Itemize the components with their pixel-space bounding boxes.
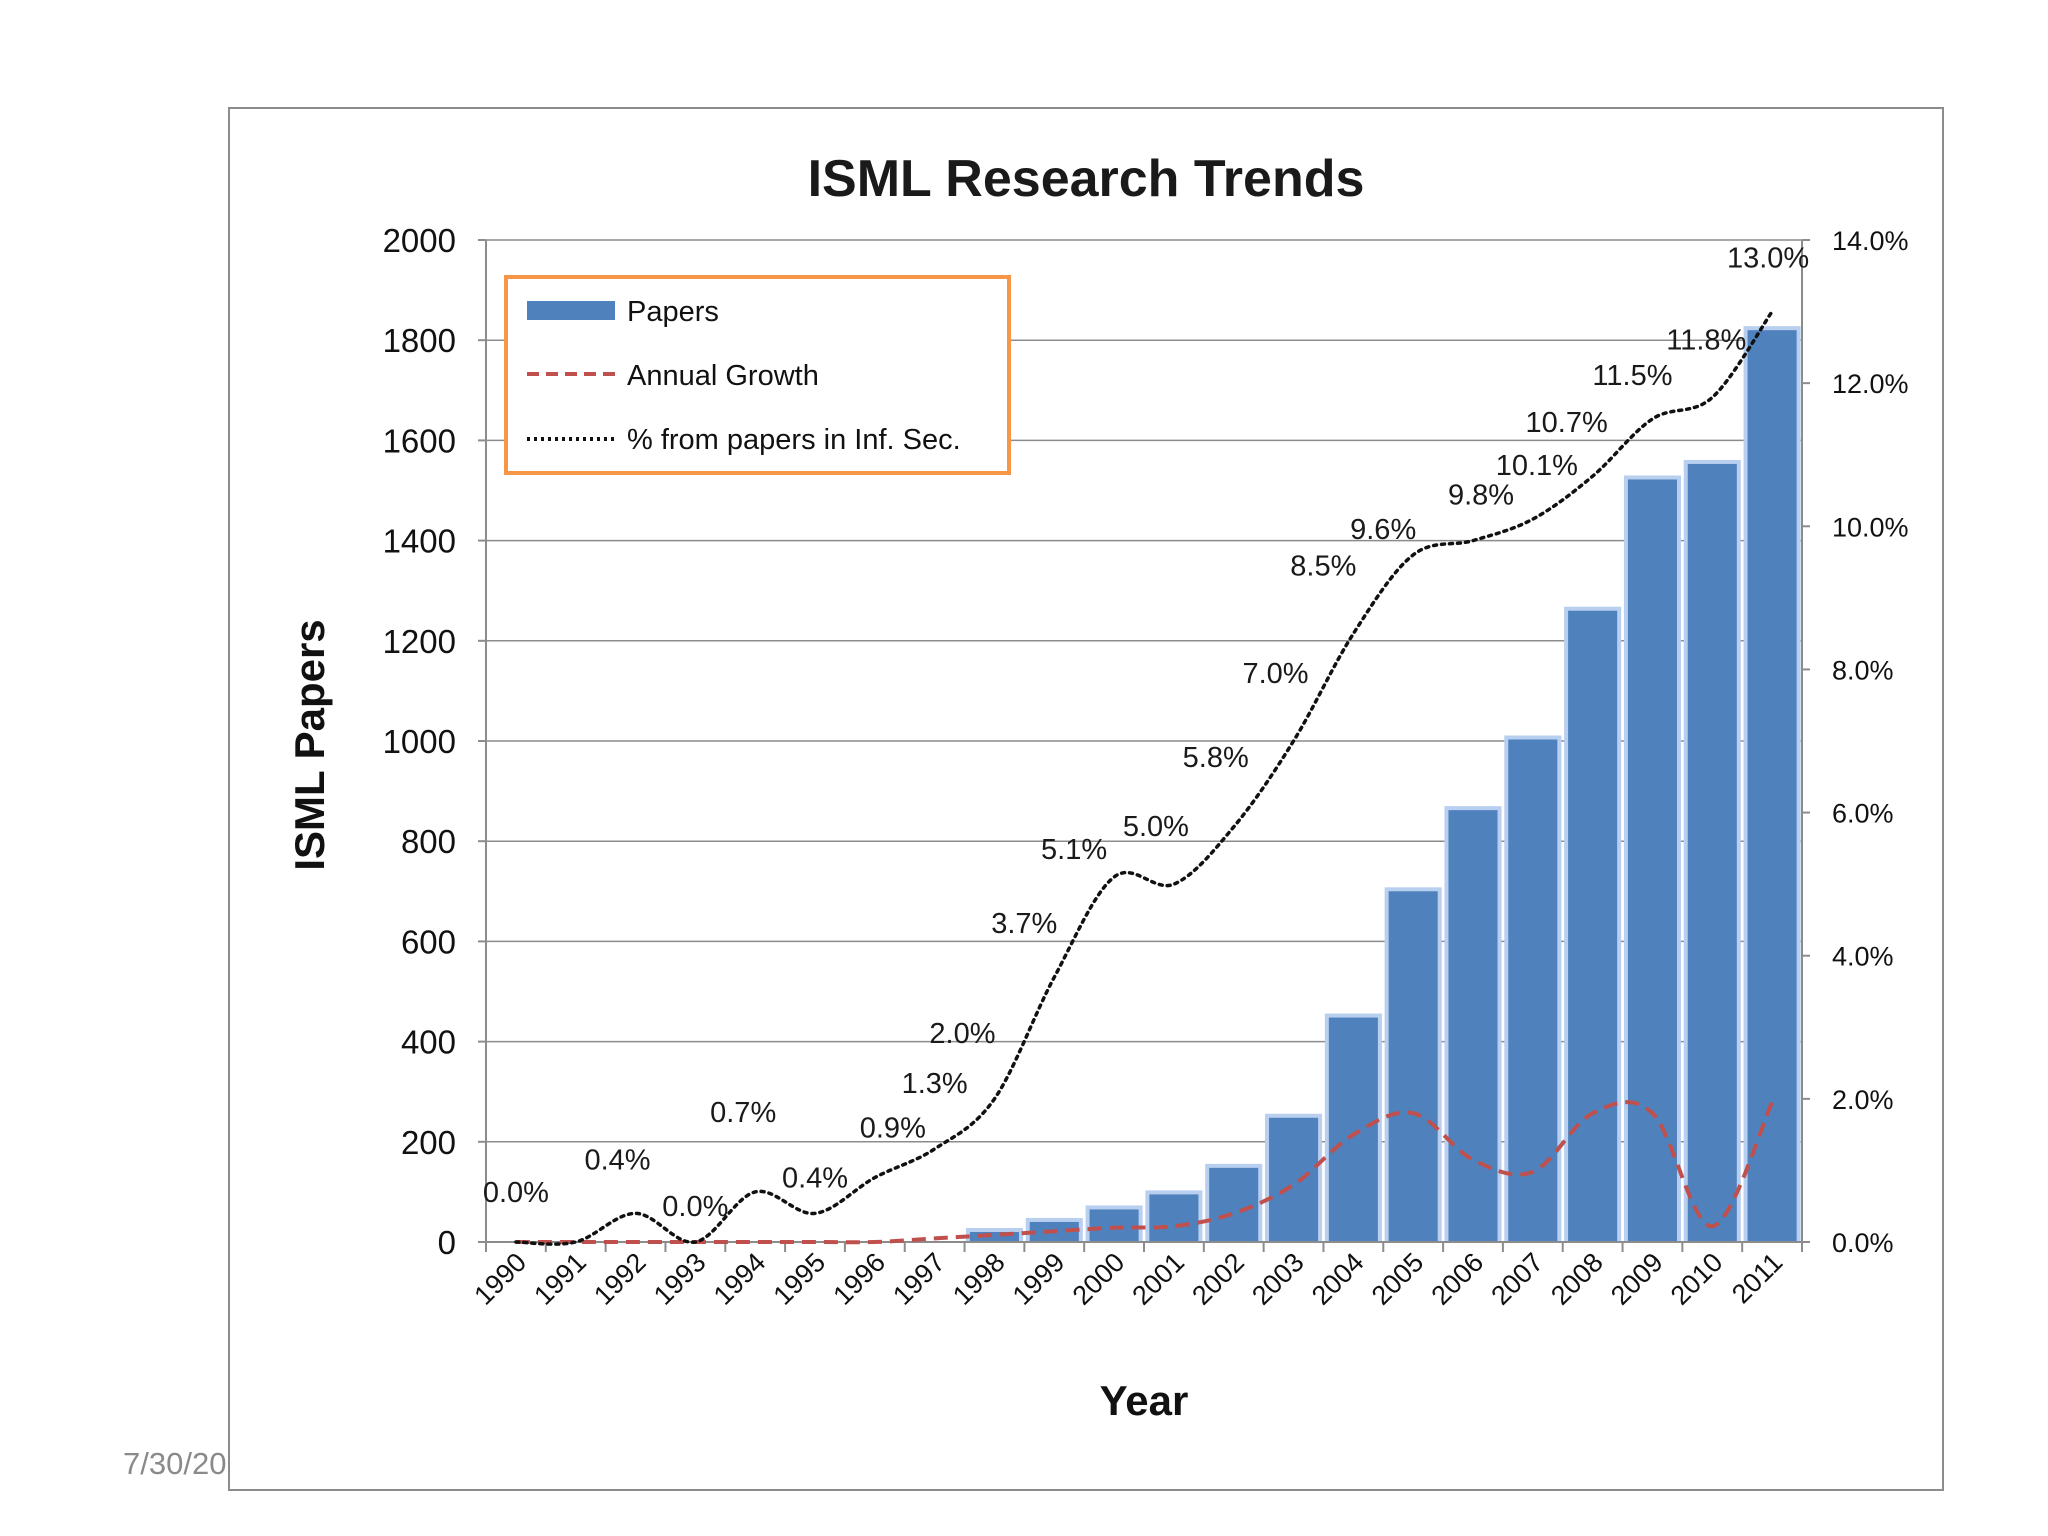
y2-tick-label: 4.0% [1832,942,1894,972]
bar [1149,1194,1199,1242]
pct-data-label: 11.8% [1666,324,1746,356]
pct-data-label: 9.6% [1350,514,1416,546]
chart-title: ISML Research Trends [808,150,1365,208]
y2-tick-label: 14.0% [1832,226,1909,256]
x-tick-label: 1995 [768,1247,832,1311]
x-tick-label: 2011 [1726,1247,1788,1309]
pct-data-label: 10.7% [1526,407,1608,439]
y-tick-label: 1800 [383,322,456,359]
y-tick-label: 1000 [383,723,456,760]
y-axis-label: ISML Papers [286,619,333,870]
x-tick-label: 2000 [1067,1247,1131,1311]
pct-data-label: 8.5% [1290,551,1356,583]
y-tick-label: 800 [401,823,456,860]
x-tick-label: 2006 [1426,1247,1490,1311]
gridlines [486,239,1802,1143]
line-series [514,309,1774,1246]
pct-data-label: 5.0% [1123,811,1189,843]
pct-data-label: 10.1% [1496,450,1578,482]
x-tick-label: 2001 [1126,1247,1190,1311]
x-tick-label: 1997 [887,1247,951,1311]
x-tick-label: 1998 [947,1247,1011,1311]
bar [1627,479,1677,1242]
pct-data-label: 2.0% [929,1018,995,1050]
chart: ISML Research Trends 0.0% 0.4% 0.0% 0.7% 0.4… [286,150,1909,1424]
bar [1687,463,1737,1242]
bar [1209,1167,1259,1242]
y2-tick-label: 2.0% [1832,1085,1894,1115]
x-tick-label: 2007 [1485,1247,1549,1311]
chart-frame: ISML Research Trends 0.0% 0.4% 0.0% 0.7% 0.4… [228,107,1944,1491]
pct-data-label: 13.0% [1727,243,1809,275]
bar [1328,1017,1378,1242]
x-tick-label: 1991 [528,1247,592,1311]
data-labels: 0.0% 0.4% 0.0% 0.7% 0.4% 0.9% 1.3% 2.0% 3.7% 5.1%… [483,243,1809,1223]
y-tick-label: 1400 [383,523,456,560]
x-tick-label: 1990 [468,1247,532,1311]
legend-label-annual-growth: Annual Growth [627,360,819,392]
bar [1448,810,1498,1242]
y-tick-label: 1600 [383,422,456,459]
pct-data-label: 11.5% [1592,360,1672,392]
x-tick-label: 2010 [1665,1247,1729,1311]
y-tick-label: 400 [401,1024,456,1061]
pct-data-label: 0.9% [860,1113,926,1145]
bar [1568,610,1618,1242]
pct-from-inf-sec-line [514,309,1774,1246]
x-tick-label: 2002 [1186,1247,1250,1311]
bar [969,1231,1019,1242]
annual-growth-line [515,1100,1774,1245]
y-tick-label: 2000 [383,222,456,259]
bar [1388,891,1438,1242]
y2-tick-label: 12.0% [1832,369,1909,399]
bar-series [965,326,1801,1242]
y-tick-label: 600 [401,923,456,960]
y-tick-label: 200 [401,1124,456,1161]
x-tick-label: 1992 [588,1247,652,1311]
footer-date: 7/30/20 [123,1446,227,1481]
y-tick-label: 1200 [383,623,456,660]
pct-data-label: 0.0% [662,1191,728,1223]
x-tick-label: 1994 [708,1247,772,1311]
y-tick-label: 0 [438,1224,456,1261]
legend-label-papers: Papers [627,296,719,328]
pct-data-label: 1.3% [902,1068,968,1100]
bar [1508,739,1558,1242]
x-tick-label: 1996 [827,1247,891,1311]
pct-data-label: 3.7% [991,908,1057,940]
pct-data-label: 0.7% [710,1097,776,1129]
x-tick-label: 2005 [1366,1247,1430,1311]
x-tick-label: 1999 [1007,1247,1071,1311]
y2-tick-label: 6.0% [1832,799,1894,829]
pct-data-label: 5.8% [1183,742,1249,774]
y2-tick-label: 0.0% [1832,1228,1894,1258]
pct-data-label: 0.4% [584,1144,650,1176]
x-tick-label: 2003 [1246,1247,1310,1311]
legend-label-pct: % from papers in Inf. Sec. [627,424,961,456]
bar [1747,330,1797,1242]
legend: Papers Annual Growth % from papers in In… [504,275,1011,475]
pct-data-label: 9.8% [1448,480,1514,512]
x-tick-label: 2009 [1605,1247,1669,1311]
pct-data-label: 7.0% [1242,658,1308,690]
y2-tick-label: 8.0% [1832,655,1894,685]
y2-tick-label: 10.0% [1832,512,1909,542]
bar [1269,1117,1319,1242]
x-tick-label: 1993 [648,1247,712,1311]
x-tick-label: 2008 [1545,1247,1609,1311]
pct-data-label: 5.1% [1041,834,1107,866]
pct-data-label: 0.4% [782,1162,848,1194]
pct-data-label: 0.0% [483,1177,549,1209]
legend-swatch-papers [527,301,615,320]
x-axis-label: Year [1100,1377,1189,1424]
x-tick-label: 2004 [1306,1247,1370,1311]
